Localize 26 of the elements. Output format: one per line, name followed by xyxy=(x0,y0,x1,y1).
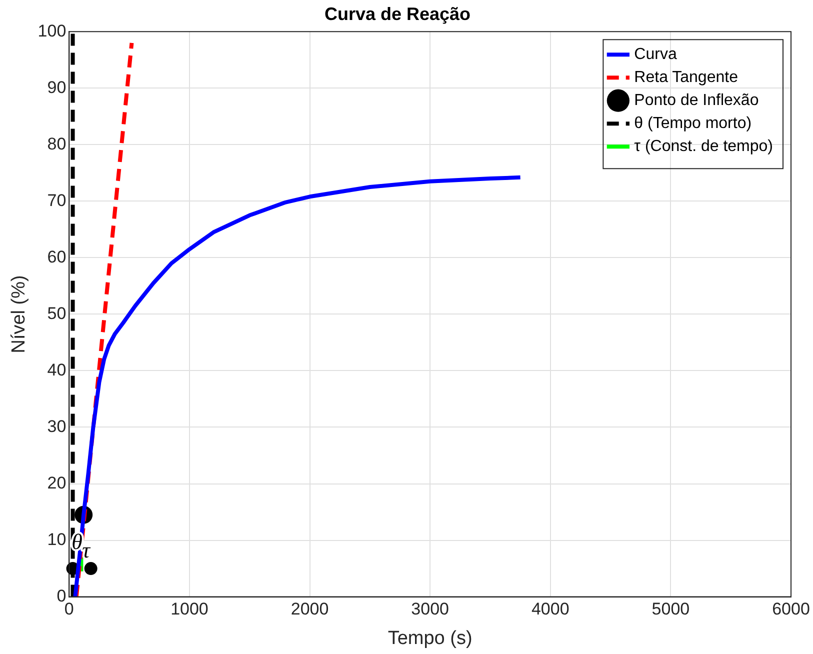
y-tick-label: 20 xyxy=(47,473,66,492)
chart-title: Curva de Reação xyxy=(324,4,471,24)
annotation: τ xyxy=(82,537,92,562)
y-axis-title: Nível (%) xyxy=(8,275,30,354)
y-tick-label: 100 xyxy=(38,21,66,40)
x-tick-label: 1000 xyxy=(170,600,208,619)
y-tick-label: 50 xyxy=(47,304,66,323)
legend-label: τ (Const. de tempo) xyxy=(634,138,774,156)
y-tick-label: 90 xyxy=(47,78,66,97)
legend-label: Curva xyxy=(634,46,677,64)
legend-label: Ponto de Inflexão xyxy=(634,92,759,110)
x-tick-label: 5000 xyxy=(652,600,690,619)
y-tick-label: 40 xyxy=(47,360,66,380)
y-tick-label: 70 xyxy=(47,190,66,210)
x-axis-title: Tempo (s) xyxy=(388,628,472,649)
legend-label: Reta Tangente xyxy=(634,69,738,86)
x-tick-label: 4000 xyxy=(531,600,570,619)
y-tick-label: 80 xyxy=(47,134,66,154)
x-tick-label: 6000 xyxy=(772,600,810,619)
x-tick-label: 2000 xyxy=(290,600,329,619)
legend-label: θ (Tempo morto) xyxy=(634,115,752,132)
y-tick-label: 30 xyxy=(47,416,66,436)
y-tick-label: 0 xyxy=(56,586,66,606)
y-tick-label: 10 xyxy=(47,530,66,549)
x-tick-label: 3000 xyxy=(411,600,449,619)
y-tick-label: 60 xyxy=(47,247,66,266)
